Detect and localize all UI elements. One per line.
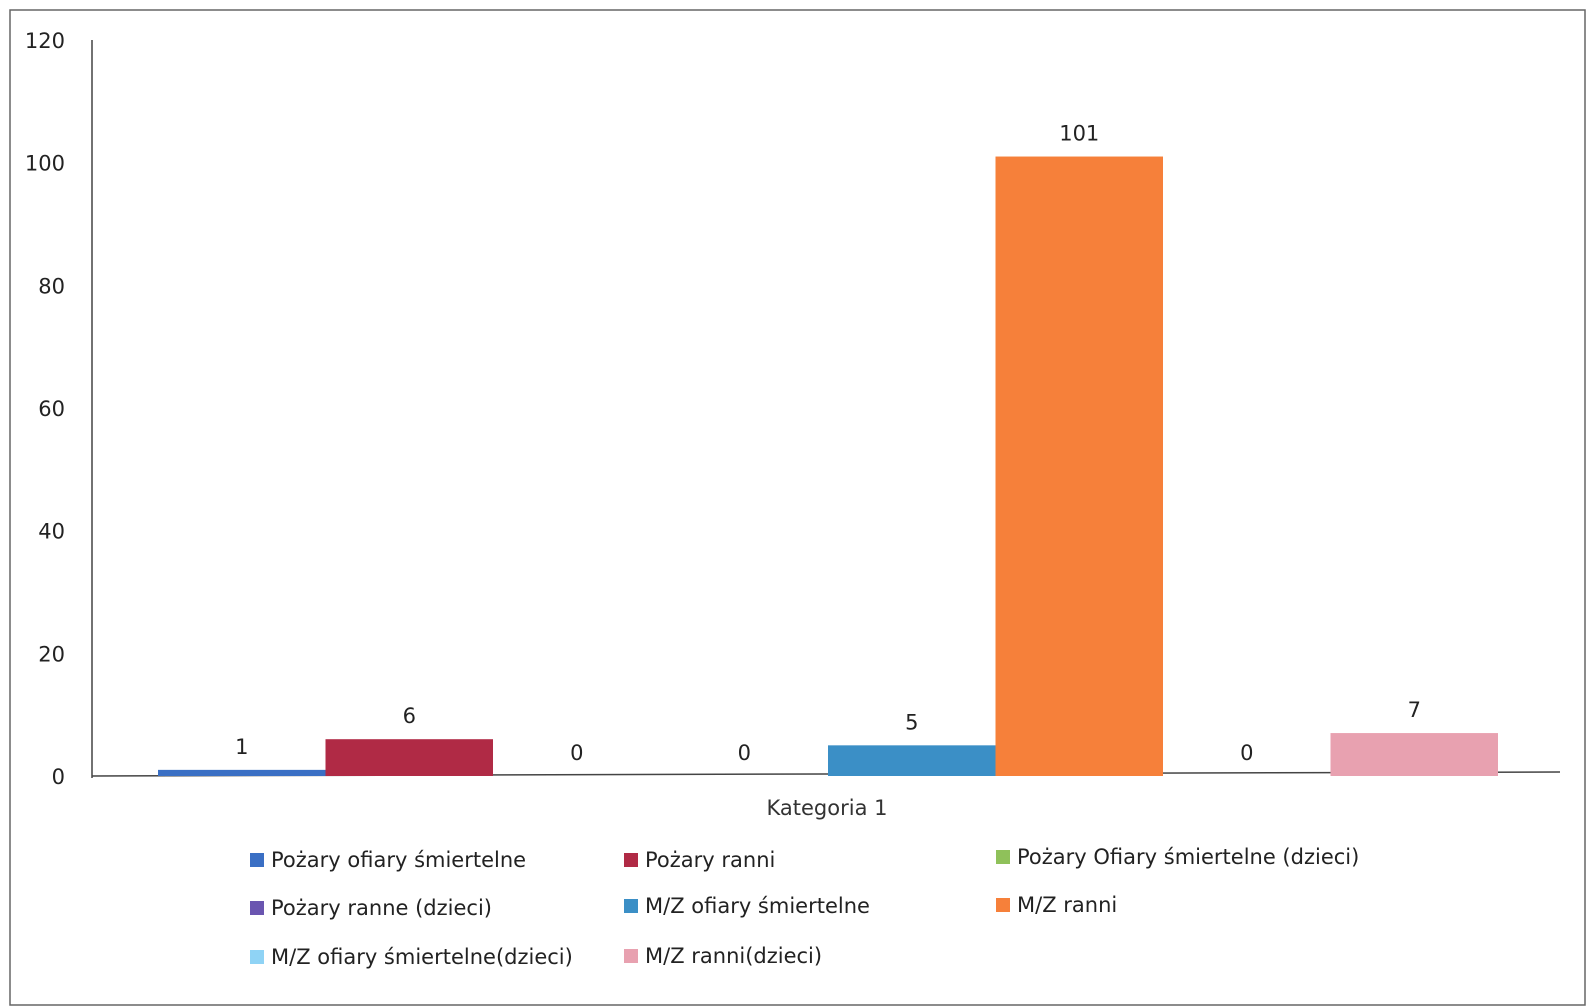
data-label: 5 [905, 710, 918, 734]
data-label: 0 [570, 741, 583, 765]
legend-label: M/Z ofiary śmiertelne(dzieci) [271, 945, 573, 969]
data-label: 101 [1059, 122, 1099, 146]
legend-item: Pożary Ofiary śmiertelne (dzieci) [996, 845, 1359, 869]
legend-item: M/Z ofiary śmiertelne(dzieci) [250, 945, 573, 969]
legend-label: Pożary ranni [645, 848, 776, 872]
y-tick-label: 80 [38, 274, 65, 298]
bar [1330, 733, 1498, 776]
legend-swatch [624, 853, 638, 867]
legend-item: M/Z ranni(dzieci) [624, 944, 822, 968]
data-label: 0 [1240, 741, 1253, 765]
y-tick-label: 0 [52, 765, 65, 789]
y-tick-label: 60 [38, 397, 65, 421]
data-label: 7 [1408, 698, 1421, 722]
data-labels: 1 6 0 0 5 101 0 7 [235, 122, 1421, 765]
legend-item: Pożary ranni [624, 848, 775, 872]
legend-item: Pożary ofiary śmiertelne [250, 848, 526, 872]
data-label: 6 [403, 704, 416, 728]
legend-label: M/Z ranni(dzieci) [645, 944, 823, 968]
legend-item: M/Z ofiary śmiertelne [624, 894, 870, 918]
y-tick-label: 120 [25, 29, 65, 53]
bar [325, 739, 493, 776]
y-tick-label: 40 [38, 520, 65, 544]
legend-label: M/Z ofiary śmiertelne [645, 894, 870, 918]
y-tick-label: 100 [25, 152, 65, 176]
bar [158, 769, 326, 776]
chart-border [9, 9, 1586, 1006]
data-label: 0 [738, 741, 751, 765]
legend-label: M/Z ranni [1017, 893, 1118, 917]
legend-label: Pożary Ofiary śmiertelne (dzieci) [1017, 845, 1360, 869]
legend-swatch [250, 853, 264, 867]
legend-item: Pożary ranne (dzieci) [250, 896, 492, 920]
legend-label: Pożary ranne (dzieci) [271, 896, 492, 920]
data-label: 1 [235, 735, 248, 759]
bar [995, 156, 1163, 777]
y-tick-label: 20 [38, 642, 65, 666]
legend-swatch [250, 950, 264, 964]
legend-swatch [624, 949, 638, 963]
legend-item: M/Z ranni [996, 893, 1117, 917]
legend-swatch [624, 899, 638, 913]
legend-swatch [250, 901, 264, 915]
bars [158, 156, 1498, 777]
category-label: Kategoria 1 [767, 796, 888, 820]
legend-swatch [996, 898, 1010, 912]
legend-label: Pożary ofiary śmiertelne [271, 848, 527, 872]
legend-swatch [996, 850, 1010, 864]
bar [828, 745, 996, 776]
